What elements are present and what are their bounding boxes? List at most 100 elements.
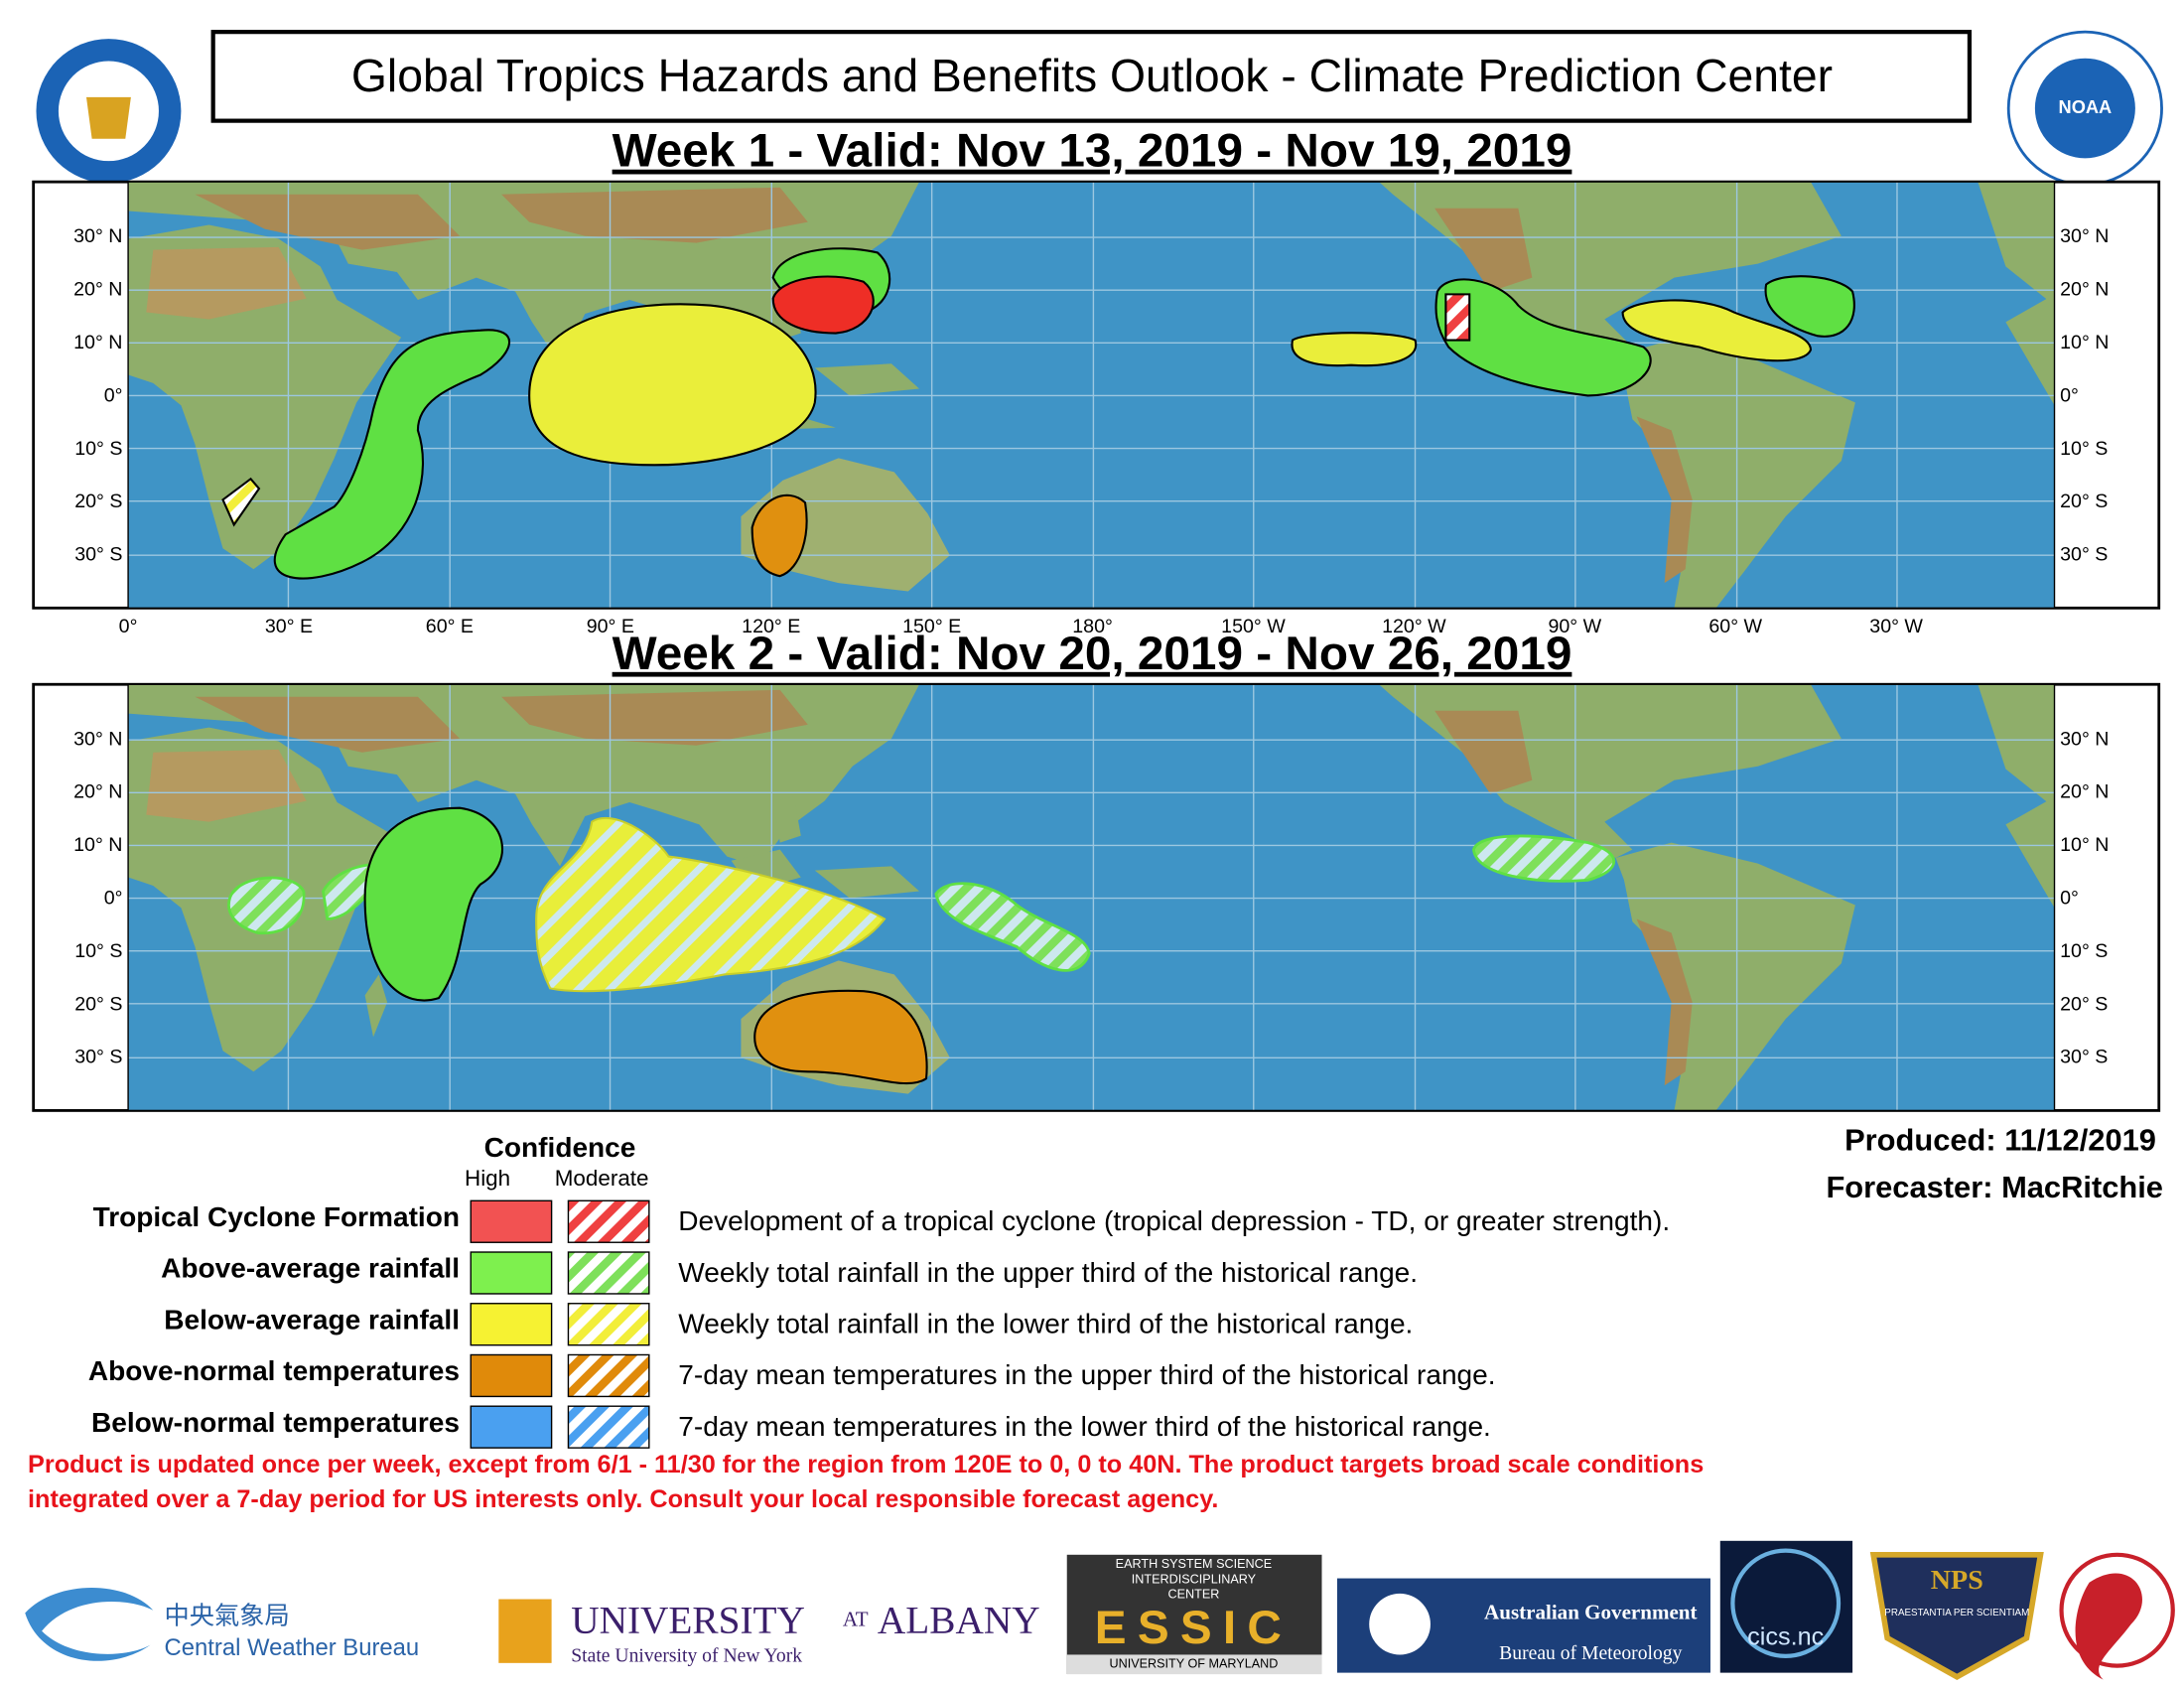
legend-swatch-moderate — [567, 1303, 650, 1346]
lat-label: 10° N — [73, 834, 122, 856]
disclaimer: integrated over a 7-day period for US in… — [28, 1485, 1218, 1513]
lat-label: 0° — [2060, 384, 2079, 406]
legend-description: Development of a tropical cyclone (tropi… — [678, 1205, 1670, 1236]
lat-label: 10° S — [74, 438, 122, 460]
noaa-seal-inner — [2034, 58, 2135, 159]
lat-label: 10° N — [73, 332, 122, 353]
lat-label: 20° S — [74, 491, 122, 512]
lat-label: 20° S — [2060, 993, 2108, 1015]
forecaster: Forecaster: MacRitchie — [1826, 1170, 2162, 1204]
doc-seal-shield — [85, 96, 131, 139]
lon-label: 90° W — [1548, 616, 1601, 637]
lon-label: 150° W — [1221, 616, 1286, 637]
legend-label: Below-average rainfall — [164, 1304, 460, 1335]
legend-swatch-moderate — [567, 1353, 650, 1398]
logo-hawaii — [2059, 1552, 2175, 1680]
albany-sub: State University of New York — [571, 1646, 802, 1667]
legend-label: Above-average rainfall — [161, 1253, 460, 1284]
legend-label: Above-normal temperatures — [88, 1355, 460, 1386]
above-rain-mod-africa — [227, 876, 306, 935]
legend: Tropical Cyclone Formation Development of… — [88, 1199, 1670, 1449]
lat-label: 30° S — [2060, 544, 2108, 566]
week2-title: Week 2 - Valid: Nov 20, 2019 - Nov 26, 2… — [613, 628, 1572, 680]
lat-label: 30° N — [2060, 225, 2109, 247]
week1-map — [32, 180, 2161, 610]
legend-label: Tropical Cyclone Formation — [93, 1201, 460, 1232]
lat-label: 30° N — [2060, 728, 2109, 750]
lat-label: 20° S — [74, 993, 122, 1015]
albany-univ: UNIVERSITY — [571, 1600, 805, 1642]
lat-label: 10° S — [2060, 940, 2108, 962]
title-box — [210, 30, 1973, 123]
logo-nps: NPS PRAESTANTIA PER SCIENTIAM — [1869, 1551, 2044, 1681]
nps: NPS — [1931, 1565, 1983, 1596]
lon-label: 120° E — [742, 616, 800, 637]
legend-description: 7-day mean temperatures in the lower thi… — [678, 1411, 1491, 1442]
aus-gov: Australian Government — [1484, 1601, 1697, 1624]
albany-at: AT — [843, 1608, 869, 1631]
albany-name: ALBANY — [878, 1600, 1040, 1642]
lon-label: 0° — [119, 616, 138, 637]
lat-label: 20° N — [2060, 781, 2109, 803]
lon-label: 60° W — [1708, 616, 1762, 637]
essic-bottom: UNIVERSITY OF MARYLAND — [1109, 1657, 1278, 1671]
lon-label: 180° — [1072, 616, 1113, 637]
below-rain-caribbean — [1621, 299, 1813, 362]
below-rain-indian — [528, 303, 817, 467]
legend-description: Weekly total rainfall in the lower third… — [678, 1309, 1413, 1339]
lon-label: 120° W — [1382, 616, 1446, 637]
above-temp-australia — [753, 989, 928, 1085]
legend-swatch-moderate — [567, 1405, 650, 1449]
week2-map — [32, 682, 2161, 1112]
legend-swatch-high — [470, 1303, 553, 1346]
bom: Bureau of Meteorology — [1499, 1643, 1682, 1664]
lat-label: 20° N — [2060, 279, 2109, 301]
above-rain-mexico — [1434, 278, 1652, 397]
logo-bom: Australian Government Bureau of Meteorol… — [1336, 1578, 1710, 1673]
below-rain-mod-indian — [535, 816, 887, 993]
lon-label: 90° E — [587, 616, 634, 637]
legend-description: 7-day mean temperatures in the upper thi… — [678, 1359, 1495, 1390]
essic-name: ESSIC — [1095, 1602, 1293, 1654]
cics: cics.nc — [1747, 1622, 1824, 1650]
lon-label: 60° E — [426, 616, 474, 637]
legend-moderate: Moderate — [555, 1166, 649, 1191]
lat-label: 0° — [2060, 888, 2079, 910]
lon-label: 30° W — [1869, 616, 1923, 637]
lon-label: 150° E — [902, 616, 961, 637]
above-temp-australia — [751, 493, 808, 578]
legend-high: High — [465, 1166, 510, 1191]
page-title: Global Tropics Hazards and Benefits Outl… — [351, 50, 1833, 101]
legend-swatch-high — [470, 1251, 553, 1295]
above-rain-mod-epac — [1472, 834, 1616, 883]
logo-albany: UNIVERSITY AT ALBANY State University of… — [498, 1599, 1040, 1667]
lat-label: 20° S — [2060, 491, 2108, 512]
below-rain-pacific — [1291, 332, 1418, 367]
lat-label: 30° N — [73, 225, 122, 247]
legend-swatch-high — [470, 1353, 553, 1398]
disclaimer: Product is updated once per week, except… — [28, 1451, 1704, 1478]
legend-swatch-moderate — [567, 1199, 650, 1243]
legend-heading: Confidence — [484, 1132, 636, 1163]
lat-label: 10° N — [2060, 834, 2109, 856]
lat-label: 30° S — [74, 544, 122, 566]
cwb-name: Central Weather Bureau — [165, 1634, 420, 1661]
essic-top: EARTH SYSTEM SCIENCE — [1116, 1557, 1273, 1571]
lat-label: 20° N — [73, 279, 122, 301]
above-rain-indian — [363, 806, 504, 1002]
lat-label: 10° N — [2060, 332, 2109, 353]
above-rain-mod-pacific — [934, 882, 1091, 972]
legend-swatch-moderate — [567, 1251, 650, 1295]
week1-title: Week 1 - Valid: Nov 13, 2019 - Nov 19, 2… — [613, 125, 1572, 178]
lat-label: 30° S — [74, 1047, 122, 1068]
essic-mid: INTERDISCIPLINARY — [1132, 1572, 1257, 1586]
below-rain-moderate — [221, 477, 261, 527]
noaa-text: NOAA — [2059, 97, 2113, 117]
lat-label: 10° S — [74, 940, 122, 962]
lat-label: 30° N — [73, 728, 122, 750]
produced: Produced: 11/12/2019 — [1844, 1123, 2156, 1158]
logo-essic: EARTH SYSTEM SCIENCE INTERDISCIPLINARY C… — [1066, 1554, 1322, 1675]
cwb-chinese: 中央氣象局 — [165, 1602, 290, 1629]
above-rain-africa — [273, 329, 511, 580]
